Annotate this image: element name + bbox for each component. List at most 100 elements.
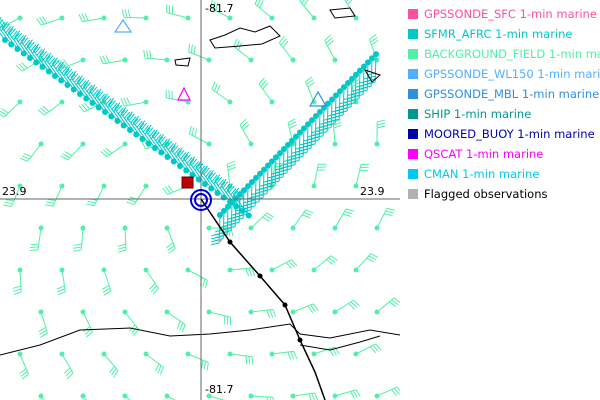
- legend-swatch: [408, 69, 418, 79]
- latitude-label-right: 23.9: [360, 185, 385, 198]
- latitude-label-left: 23.9: [2, 185, 27, 198]
- wind-barb: [80, 309, 94, 338]
- wind-barb: [374, 119, 386, 147]
- moored-buoy-marker[interactable]: [190, 189, 212, 211]
- wind-barb: [38, 393, 45, 400]
- wind-barb: [248, 393, 274, 400]
- legend-item[interactable]: SHIP 1-min marine: [408, 104, 600, 124]
- wind-barb: [0, 99, 23, 118]
- wind-barb: [331, 88, 343, 122]
- wind-barb: [332, 208, 354, 231]
- wind-barb: [227, 351, 254, 365]
- wind-barb: [188, 125, 212, 147]
- wind-barb: [374, 386, 400, 399]
- wind-barb: [143, 267, 159, 295]
- legend-item[interactable]: GPSSONDE_MBL 1-min marine: [408, 84, 600, 104]
- wind-barb: [117, 225, 128, 253]
- wind-barb: [19, 141, 44, 162]
- wind-barb: [60, 141, 86, 161]
- wind-barb: [188, 43, 212, 63]
- wind-barb: [269, 350, 298, 360]
- legend-swatch: [408, 169, 418, 179]
- wind-barb: [99, 55, 128, 65]
- wind-barb: [299, 0, 317, 21]
- wind-barb: [45, 52, 65, 84]
- legend-item[interactable]: GPSSONDE_WL150 1-min marine: [408, 64, 600, 84]
- wind-barb: [44, 183, 65, 207]
- wind-barb: [101, 267, 112, 296]
- grid-lines: [0, 0, 400, 400]
- wind-barb: [254, 0, 275, 21]
- flagged-observation-marker: [218, 238, 222, 242]
- wind-barb: [36, 15, 65, 26]
- wind-barb: [164, 309, 186, 333]
- legend-item[interactable]: CMAN 1-min marine: [408, 164, 600, 184]
- wind-barb: [374, 297, 400, 315]
- wind-barb: [189, 156, 208, 187]
- wind-barb: [353, 163, 370, 189]
- wind-barb: [185, 267, 208, 289]
- wind-barb: [211, 81, 233, 105]
- wind-barb: [311, 346, 340, 357]
- legend: GPSSONDE_SFC 1-min marine SFMR_AFRC 1-min…: [408, 4, 600, 204]
- wind-barb: [86, 183, 107, 207]
- wind-barb: [12, 267, 23, 295]
- wind-barb: [37, 99, 65, 116]
- wind-barb: [291, 129, 303, 163]
- wind-barb: [353, 253, 379, 273]
- wind-barb: [59, 351, 74, 380]
- legend-label: SHIP 1-min marine: [424, 107, 532, 121]
- wind-barb: [290, 392, 319, 400]
- sfmr-barbs: [0, 16, 379, 246]
- wind-barb: [38, 309, 48, 338]
- wind-barb: [101, 351, 119, 378]
- legend-label: Flagged observations: [424, 187, 548, 201]
- legend-swatch: [408, 149, 418, 159]
- wind-barb: [206, 393, 226, 400]
- wind-barb: [278, 35, 296, 63]
- wind-barb: [166, 4, 191, 21]
- wind-barb: [120, 97, 149, 107]
- gpssonde-sfc-marker[interactable]: [181, 176, 194, 189]
- legend-label: QSCAT 1-min marine: [424, 147, 544, 161]
- legend-swatch: [408, 9, 418, 19]
- wind-barb: [3, 183, 23, 207]
- wind-barb: [122, 393, 131, 400]
- wind-barb: [164, 393, 176, 400]
- longitude-label-top: -81.7: [205, 2, 234, 15]
- wind-barb: [290, 209, 314, 231]
- legend-label: GPSSONDE_MBL 1-min marine: [424, 87, 600, 101]
- wind-barb: [165, 89, 191, 105]
- wind-barb: [239, 118, 254, 147]
- legend-label: GPSSONDE_SFC 1-min marine: [424, 7, 597, 21]
- legend-label: GPSSONDE_WL150 1-min marine: [424, 67, 600, 81]
- wind-barb: [0, 15, 23, 29]
- wind-barb: [80, 393, 88, 400]
- wind-barb: [332, 389, 361, 399]
- legend-item[interactable]: SFMR_AFRC 1-min marine: [408, 24, 600, 44]
- legend-label: SFMR_AFRC 1-min marine: [424, 27, 573, 41]
- sonde-triangles: [113, 18, 328, 107]
- wind-barb: [17, 351, 29, 380]
- wind-barb: [164, 225, 176, 254]
- legend-item[interactable]: MOORED_BUOY 1-min marine: [408, 124, 600, 144]
- wind-barb: [269, 259, 298, 273]
- wind-barb: [56, 267, 66, 296]
- legend-item[interactable]: BACKGROUND_FIELD 1-min marine: [408, 44, 600, 64]
- legend-item[interactable]: QSCAT 1-min marine: [408, 144, 600, 164]
- wind-barb: [29, 225, 44, 252]
- wind-barb: [374, 207, 396, 231]
- wind-barb: [206, 309, 231, 326]
- legend-item[interactable]: GPSSONDE_SFC 1-min marine: [408, 4, 600, 24]
- wind-observation-map[interactable]: [0, 0, 400, 400]
- wind-barb: [121, 9, 149, 21]
- wind-barb: [145, 124, 165, 156]
- storm-track: [200, 198, 326, 400]
- wind-barb: [353, 343, 382, 357]
- legend-swatch: [408, 129, 418, 139]
- wind-barb: [248, 212, 275, 231]
- legend-item[interactable]: Flagged observations: [408, 184, 600, 204]
- wind-barb: [235, 187, 247, 221]
- wind-barb: [122, 309, 139, 337]
- wind-barb: [73, 225, 86, 252]
